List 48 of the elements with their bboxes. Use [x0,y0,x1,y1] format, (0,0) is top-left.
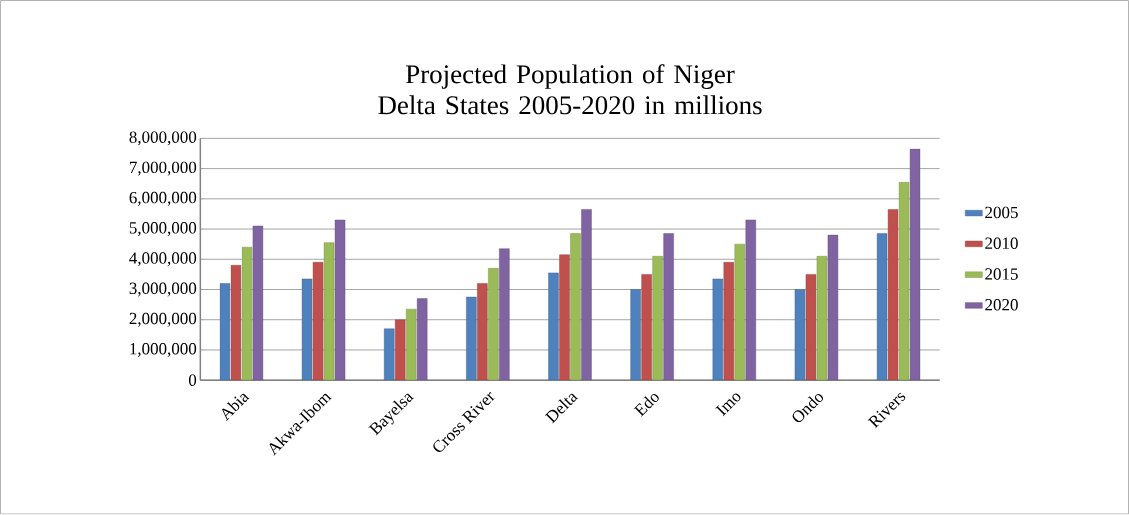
x-tick-label: Imo [715,393,741,417]
y-tick-label: 1,000,000 [130,343,197,358]
y-tick-label: 4,000,000 [129,252,197,267]
bar [312,262,324,381]
bar [570,233,581,381]
bar [219,283,231,381]
bar [898,182,910,381]
y-tick-label: 0 [188,374,197,387]
bar [805,274,817,381]
bar [301,278,313,381]
bar [712,278,724,381]
legend-label: 2015 [985,268,1018,280]
bar [384,328,395,381]
legend-label: 2010 [985,237,1018,250]
x-tick-label: Edo [633,394,659,417]
bar [466,297,477,381]
y-tick-label: 5,000,000 [129,222,197,237]
bar [488,268,499,381]
bar [630,289,641,381]
bar [652,256,663,381]
bar [477,283,488,381]
bar [406,309,417,381]
bar [323,242,335,381]
bar [641,274,652,381]
legend-label: 2005 [985,206,1018,219]
x-tick-label: Abia [222,393,250,422]
chart-title: Projected Population of Niger Delta States 2005-2020 in millions [378,64,762,115]
bar [734,244,745,381]
bar [559,254,570,381]
bar [794,289,806,381]
y-tick-label: 2,000,000 [129,312,197,327]
y-tick-label: 3,000,000 [129,282,197,297]
bar [241,247,253,381]
bar [887,209,899,381]
bar [499,248,510,381]
bar [876,233,888,381]
bar [395,319,406,381]
x-tick-label: Ondo [792,394,824,423]
bar [816,256,828,381]
bar [723,262,734,381]
bar [581,209,592,381]
bar [230,265,242,381]
legend-label: 2020 [985,299,1018,311]
bar [548,272,559,381]
y-tick-label: 6,000,000 [129,192,197,207]
y-tick-label: 8,000,000 [129,131,197,146]
bar [663,233,674,381]
y-tick-label: 7,000,000 [129,161,197,176]
